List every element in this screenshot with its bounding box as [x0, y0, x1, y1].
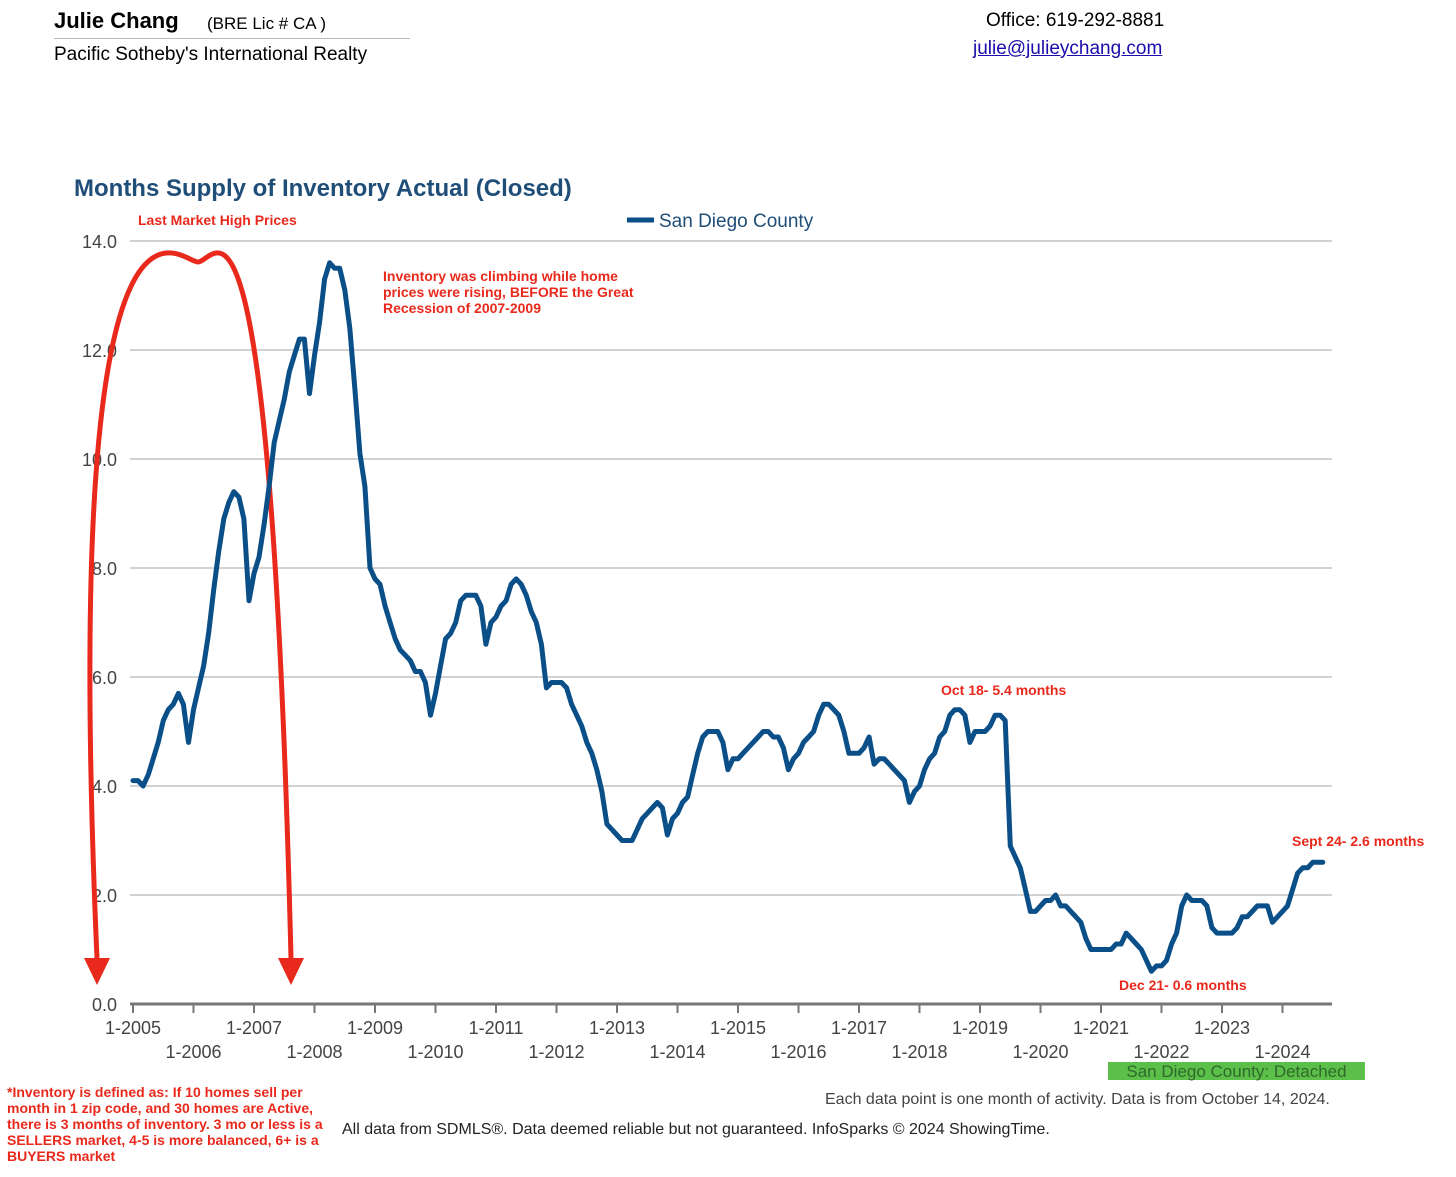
x-tick-label: 1-2007	[226, 1018, 282, 1038]
arrow-head-right-icon	[278, 958, 304, 985]
x-tick-label: 1-2023	[1194, 1018, 1250, 1038]
y-axis-tick-labels: 0.02.04.06.08.010.012.014.0	[82, 232, 117, 1015]
y-tick-label: 0.0	[92, 995, 117, 1015]
x-tick-label: 1-2020	[1012, 1042, 1068, 1062]
annotation-last-market-high: Last Market High Prices	[138, 212, 297, 228]
price-high-arc	[84, 250, 304, 985]
y-tick-label: 14.0	[82, 232, 117, 252]
x-tick-label: 1-2019	[952, 1018, 1008, 1038]
x-tick-label: 1-2005	[105, 1018, 161, 1038]
agent-company: Pacific Sotheby's International Realty	[54, 44, 368, 65]
data-source-note: Each data point is one month of activity…	[825, 1091, 1330, 1108]
annotation-sept24: Sept 24- 2.6 months	[1292, 833, 1425, 849]
annotation-oct18: Oct 18- 5.4 months	[941, 682, 1067, 698]
y-tick-label: 6.0	[92, 668, 117, 688]
arrow-head-left-icon	[84, 958, 110, 985]
x-tick-label: 1-2022	[1133, 1042, 1189, 1062]
x-tick-label: 1-2010	[407, 1042, 463, 1062]
y-tick-label: 4.0	[92, 777, 117, 797]
annotation-inventory-note: Inventory was climbing while home prices…	[383, 268, 634, 316]
header-divider	[54, 38, 410, 39]
agent-license: (BRE Lic # CA )	[207, 14, 327, 33]
price-high-arc-path	[87, 250, 294, 959]
inventory-definition-note: *Inventory is defined as: If 10 homes se…	[7, 1084, 323, 1164]
x-tick-label: 1-2016	[770, 1042, 826, 1062]
x-tick-label: 1-2008	[286, 1042, 342, 1062]
series-line	[130, 260, 1326, 974]
x-tick-label: 1-2024	[1254, 1042, 1310, 1062]
x-tick-label: 1-2012	[528, 1042, 584, 1062]
x-tick-label: 1-2018	[891, 1042, 947, 1062]
x-tick-label: 1-2006	[165, 1042, 221, 1062]
x-tick-label: 1-2015	[710, 1018, 766, 1038]
x-tick-label: 1-2009	[347, 1018, 403, 1038]
x-tick-label: 1-2017	[831, 1018, 887, 1038]
x-tick-label: 1-2014	[649, 1042, 705, 1062]
chart-subtitle: San Diego County: Detached	[1108, 1062, 1365, 1081]
office-phone: Office: 619-292-8881	[986, 10, 1165, 31]
disclaimer-note: All data from SDMLS®. Data deemed reliab…	[342, 1121, 1050, 1138]
legend: San Diego County	[627, 211, 814, 232]
series-san-diego-county	[130, 260, 1326, 974]
email-link[interactable]: julie@julieychang.com	[973, 38, 1163, 59]
x-tick-label: 1-2013	[589, 1018, 645, 1038]
grid-lines	[130, 240, 1332, 896]
x-tick-label: 1-2021	[1073, 1018, 1129, 1038]
y-tick-label: 2.0	[92, 886, 117, 906]
x-tick-label: 1-2011	[469, 1018, 524, 1038]
y-tick-label: 8.0	[92, 559, 117, 579]
agent-name: Julie Chang	[54, 8, 179, 33]
annotation-dec21: Dec 21- 0.6 months	[1119, 977, 1247, 993]
chart-title: Months Supply of Inventory Actual (Close…	[74, 175, 572, 202]
legend-label: San Diego County	[659, 211, 814, 232]
